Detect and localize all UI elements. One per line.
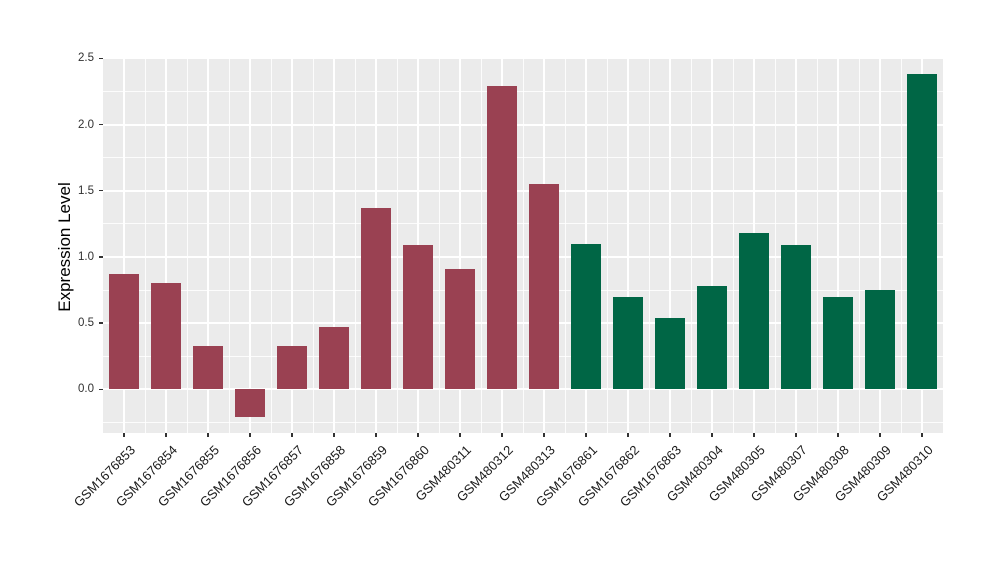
y-axis: 0.0 0.5 1.0 1.5 2.0 2.5	[0, 52, 103, 433]
bar-GSM1676857	[277, 345, 307, 390]
minor-gridline-vertical	[648, 57, 650, 433]
major-gridline-vertical	[123, 57, 125, 433]
major-gridline-vertical	[837, 57, 839, 433]
bar-GSM480312	[487, 86, 517, 390]
minor-gridline-vertical	[354, 57, 356, 433]
bar-GSM1676863	[655, 317, 685, 390]
bar-GSM1676860	[403, 245, 433, 390]
x-tick-mark	[501, 433, 503, 437]
y-tick-label: 2.0	[78, 118, 94, 131]
y-tick-mark	[99, 388, 103, 391]
y-tick-label: 0.5	[78, 317, 94, 330]
minor-gridline-vertical	[900, 57, 902, 433]
x-tick-mark	[585, 433, 587, 437]
bar-GSM1676859	[361, 207, 391, 390]
bar-GSM480305	[739, 233, 769, 390]
x-tick-mark	[795, 433, 797, 437]
x-tick-mark	[837, 433, 839, 437]
x-tick-mark	[417, 433, 419, 437]
minor-gridline-vertical	[228, 57, 230, 433]
x-tick-mark	[207, 433, 209, 437]
x-tick-mark	[291, 433, 293, 437]
minor-gridline-vertical	[270, 57, 272, 433]
bar-GSM1676858	[319, 327, 349, 390]
bar-GSM1676854	[151, 283, 181, 390]
y-tick-label: 0.0	[78, 383, 94, 396]
major-gridline-vertical	[669, 57, 671, 433]
minor-gridline-vertical	[186, 57, 188, 433]
major-gridline-vertical	[459, 57, 461, 433]
y-tick-mark	[99, 256, 103, 258]
bar-GSM480304	[697, 286, 727, 390]
minor-gridline-vertical	[480, 57, 482, 433]
minor-gridline-vertical	[690, 57, 692, 433]
bar-GSM480310	[907, 74, 937, 390]
major-gridline-vertical	[291, 57, 293, 433]
y-tick-label: 2.5	[78, 52, 94, 65]
bar-GSM480308	[823, 296, 853, 390]
x-tick-mark	[711, 433, 713, 437]
major-gridline-vertical	[627, 57, 629, 433]
x-tick-mark	[375, 433, 377, 437]
x-tick-mark	[249, 433, 251, 437]
y-tick-label: 1.0	[78, 250, 94, 263]
y-tick-mark	[99, 322, 103, 324]
bar-GSM1676855	[193, 345, 223, 390]
bar-GSM480307	[781, 245, 811, 390]
minor-gridline-vertical	[732, 57, 734, 433]
minor-gridline-vertical	[522, 57, 524, 433]
major-gridline-vertical	[711, 57, 713, 433]
x-tick-mark	[753, 433, 755, 437]
bar-GSM480309	[865, 290, 895, 390]
y-tick-label: 1.5	[78, 184, 94, 197]
x-tick-mark	[123, 433, 125, 437]
bar-GSM1676856	[235, 389, 265, 418]
minor-gridline-vertical	[396, 57, 398, 433]
bar-GSM1676853	[109, 274, 139, 390]
minor-gridline-vertical	[606, 57, 608, 433]
y-tick-mark	[99, 123, 103, 126]
major-gridline-vertical	[333, 57, 335, 433]
major-gridline-vertical	[207, 57, 209, 433]
x-tick-mark	[459, 433, 461, 437]
x-tick-mark	[333, 433, 335, 437]
bar-GSM480313	[529, 184, 559, 390]
plot-panel	[103, 57, 943, 433]
minor-gridline-vertical	[564, 57, 566, 433]
minor-gridline-vertical	[858, 57, 860, 433]
x-axis: GSM1676853 GSM1676854 GSM1676855 GSM1676856…	[71, 433, 943, 563]
x-tick-mark	[627, 433, 629, 437]
minor-gridline-vertical	[438, 57, 440, 433]
x-tick-mark	[879, 433, 881, 437]
bar-GSM480311	[445, 268, 475, 390]
y-tick-mark	[99, 57, 103, 60]
x-tick-mark	[669, 433, 671, 437]
y-tick-mark	[99, 189, 103, 192]
minor-gridline-vertical	[774, 57, 776, 433]
x-tick-mark	[921, 433, 923, 437]
bar-GSM1676862	[613, 296, 643, 390]
minor-gridline-vertical	[144, 57, 146, 433]
x-tick-mark	[543, 433, 545, 437]
minor-gridline-vertical	[312, 57, 314, 433]
bar-GSM1676861	[571, 243, 601, 390]
minor-gridline-vertical	[816, 57, 818, 433]
x-tick-mark	[165, 433, 167, 437]
major-gridline-vertical	[249, 57, 251, 433]
major-gridline-vertical	[879, 57, 881, 433]
major-gridline-vertical	[165, 57, 167, 433]
